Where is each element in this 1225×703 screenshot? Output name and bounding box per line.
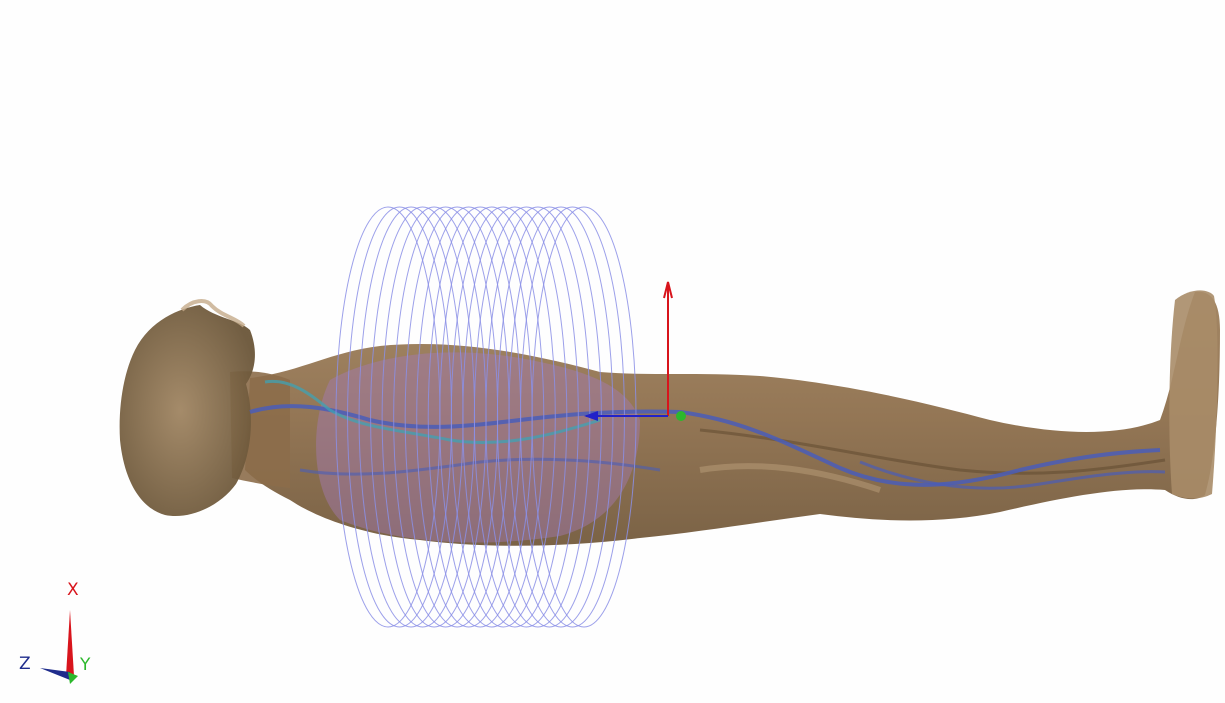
local-z-arrowhead [584,411,598,421]
triad-z-arrow [40,668,70,680]
blood-vessel-leg [859,460,1166,490]
local-origin-marker [676,411,686,421]
blood-vessel-lower [299,457,661,476]
orientation-triad [40,610,78,684]
body-model[interactable] [119,290,1220,546]
triad-y-arrow [68,672,78,684]
local-axes [584,281,686,421]
coil-ring [473,206,579,628]
head [119,305,255,517]
blood-vessel-upper [264,379,601,445]
cylindrical-coil[interactable] [335,206,637,628]
face-profile [180,299,246,328]
triad-x-arrow [66,610,74,676]
triad-x-label: X [67,580,79,600]
knee-shading [699,463,881,493]
local-x-arrowhead [663,281,673,299]
triad-z-label: Z [19,654,31,674]
triad-y-label: Y [80,655,91,675]
feet [1169,290,1218,499]
coil-ring [462,206,568,628]
coil-ring [450,206,556,628]
coil-ring [439,206,545,628]
